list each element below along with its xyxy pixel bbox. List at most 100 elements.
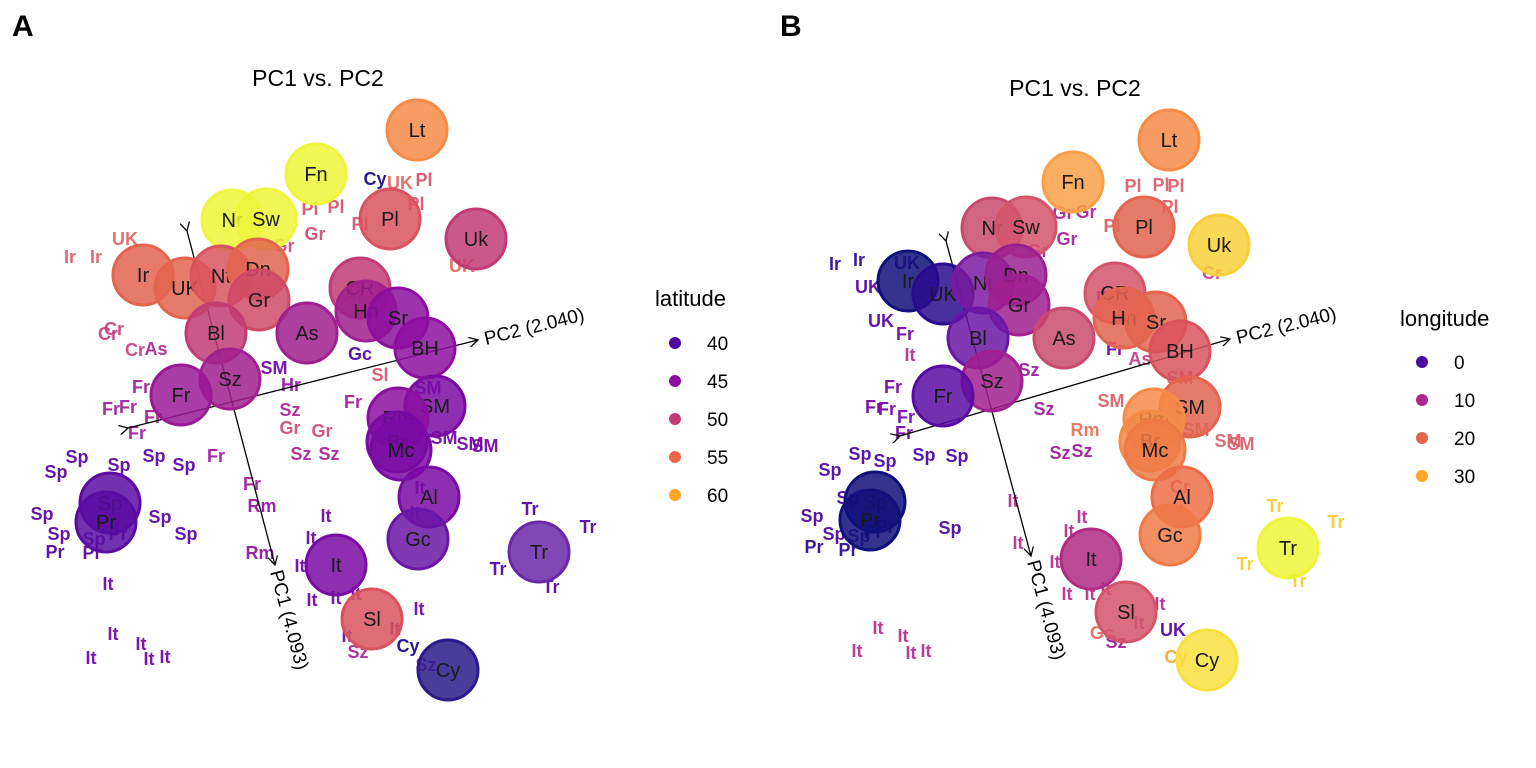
sample-label: It — [898, 626, 909, 646]
sample-label: Gr — [311, 421, 332, 441]
centroid-label: As — [1052, 328, 1075, 350]
legend-entry-label: 45 — [707, 372, 728, 393]
centroid-label: Cy — [436, 660, 460, 682]
sample-label: UK — [868, 311, 894, 331]
sample-label: It — [86, 648, 97, 668]
sample-label: It — [1155, 594, 1166, 614]
sample-label: Sz — [318, 444, 339, 464]
sample-label: Fr — [344, 392, 362, 412]
sample-label: It — [1050, 552, 1061, 572]
sample-label: Fr — [896, 324, 914, 344]
centroid-label: Bl — [969, 328, 987, 350]
sample-label: Pl — [1124, 176, 1141, 196]
sample-label: It — [331, 588, 342, 608]
sample-label: Gr — [1056, 229, 1077, 249]
pc1-axis-label: PC1 (4.093) — [265, 568, 312, 672]
sample-label: Sp — [65, 447, 88, 467]
centroid-label: Sz — [218, 369, 241, 391]
sample-label: SM — [1228, 434, 1255, 454]
sample-label: Rm — [247, 496, 276, 516]
sample-label: Fr — [207, 446, 225, 466]
plot-title: PC1 vs. PC2 — [1009, 75, 1141, 101]
centroid-label: Gr — [1008, 295, 1031, 317]
sample-label: It — [906, 643, 917, 663]
centroid-fn: Fn — [1041, 150, 1105, 214]
sample-label: Ir — [829, 254, 841, 274]
legend-swatch — [669, 375, 681, 387]
sample-label: Sz — [279, 400, 300, 420]
centroid-circle — [1175, 628, 1239, 692]
sample-label: Ir — [853, 250, 865, 270]
sample-label: It — [1008, 491, 1019, 511]
legend-entry-label: 20 — [1454, 429, 1475, 450]
centroid-cy: Cy — [416, 638, 480, 702]
centroid-bh: BH — [1148, 319, 1212, 383]
sample-label: Tr — [1327, 512, 1344, 532]
centroid-circle — [227, 268, 291, 332]
centroid-circle — [1041, 150, 1105, 214]
centroid-cy: Cy — [1175, 628, 1239, 692]
biplot-panel-a: ItItItItItItSpSpSpSpSpSpSpSpSpSpPrPrPrPr… — [30, 65, 728, 702]
sample-label: Tr — [1266, 496, 1283, 516]
centroid-circle — [1032, 306, 1096, 370]
centroid-label: Tr — [530, 542, 548, 564]
pc2-axis-label: PC2 (2.040) — [482, 305, 586, 350]
centroid-circle — [275, 301, 339, 365]
centroid-mc: Mc — [1123, 418, 1187, 482]
group-centroids: LtFnNrSwPlUkIrUKNtDnGrCRHnSrBlAsBHSzFrSM… — [74, 98, 571, 702]
centroid-gc: Gc — [1138, 503, 1202, 567]
panel-label-a: A — [12, 10, 34, 43]
centroid-circle — [1137, 108, 1201, 172]
sample-label: Gr — [279, 418, 300, 438]
sample-label: It — [306, 528, 317, 548]
centroid-circle — [1256, 516, 1320, 580]
centroid-label: Mc — [388, 440, 415, 462]
centroid-mc: Mc — [369, 418, 433, 482]
centroid-label: BH — [411, 338, 439, 360]
centroid-circle — [507, 520, 571, 584]
centroid-label: Gc — [1157, 525, 1183, 547]
centroid-it: It — [1059, 527, 1123, 591]
sample-label: It — [414, 599, 425, 619]
sample-label: Sp — [800, 506, 823, 526]
sample-label: It — [108, 624, 119, 644]
legend-swatch — [669, 489, 681, 501]
centroid-circle — [386, 507, 450, 571]
panel-label-b: B — [780, 10, 802, 43]
sample-label: Sp — [873, 451, 896, 471]
sample-label: Sz — [1033, 399, 1054, 419]
centroid-uk: Uk — [444, 207, 508, 271]
centroid-label: It — [1085, 549, 1097, 571]
centroid-fn: Fn — [284, 142, 348, 206]
centroid-label: Al — [420, 487, 438, 509]
sample-label: Sp — [938, 518, 961, 538]
pc1-axis-label: PC1 (4.093) — [1022, 558, 1069, 662]
sample-label: It — [103, 574, 114, 594]
centroid-sl: Sl — [340, 587, 404, 651]
sample-label: Cr — [104, 319, 124, 339]
sample-label: Sp — [142, 446, 165, 466]
centroid-gr: Gr — [227, 268, 291, 332]
sample-label: Sz — [1071, 441, 1092, 461]
sample-label: Fr — [119, 397, 137, 417]
sample-label: Fr — [865, 397, 883, 417]
sample-label: UK — [855, 277, 881, 297]
centroid-label: Fn — [1061, 172, 1084, 194]
legend: longitude 0 10 20 30 — [1400, 306, 1489, 488]
centroid-uk: Uk — [1187, 213, 1251, 277]
sample-label: Cr — [98, 324, 118, 344]
centroid-label: Mc — [1142, 440, 1169, 462]
sample-label: Ir — [90, 247, 102, 267]
sample-label: Sp — [172, 455, 195, 475]
centroid-label: As — [295, 323, 318, 345]
centroid-circle — [911, 364, 975, 428]
centroid-label: Cy — [1195, 650, 1219, 672]
sample-label: Sp — [848, 444, 871, 464]
sample-label: SM — [472, 436, 499, 456]
sample-label: Pr — [804, 537, 823, 557]
centroid-label: Sw — [252, 209, 280, 231]
centroid-circle — [369, 418, 433, 482]
sample-label: It — [295, 556, 306, 576]
sample-label: Pr — [45, 542, 64, 562]
sample-label: It — [1077, 507, 1088, 527]
